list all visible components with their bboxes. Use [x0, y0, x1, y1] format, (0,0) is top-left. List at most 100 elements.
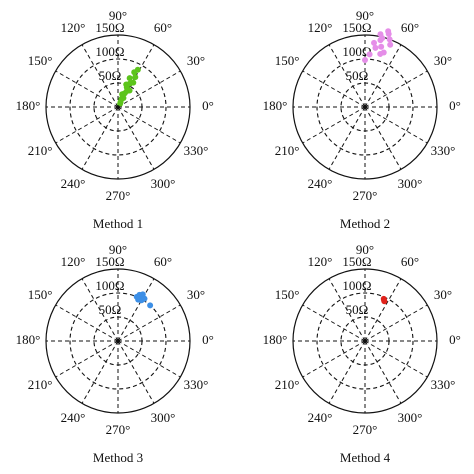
- chart-title: Method 4: [340, 450, 391, 465]
- chart-title: Method 1: [93, 216, 143, 231]
- angle-tick-label: 240°: [308, 410, 333, 425]
- radius-tick-label: 50Ω: [99, 68, 122, 83]
- data-point: [380, 49, 387, 56]
- radius-tick-label: 150Ω: [342, 254, 371, 269]
- angle-tick-label: 300°: [151, 176, 176, 191]
- angle-grid-line: [117, 70, 181, 108]
- data-point: [362, 56, 368, 63]
- angle-tick-label: 30°: [434, 53, 452, 68]
- data-point: [366, 51, 373, 58]
- angle-grid-line: [302, 340, 366, 378]
- angle-tick-label: 120°: [308, 20, 333, 35]
- angle-tick-label: 180°: [263, 98, 288, 113]
- radius-grid-ring: [69, 292, 167, 390]
- angle-tick-label: 150°: [28, 287, 53, 302]
- angle-tick-label: 60°: [154, 20, 172, 35]
- angle-grid-line: [81, 340, 119, 404]
- data-point: [385, 28, 392, 35]
- data-point: [381, 298, 388, 305]
- radius-tick-label: 150Ω: [95, 20, 124, 35]
- origin: [363, 339, 367, 343]
- angle-tick-label: 120°: [61, 20, 86, 35]
- origin: [116, 105, 120, 109]
- angle-grid-line: [302, 304, 366, 342]
- angle-tick-label: 90°: [356, 8, 374, 23]
- angle-tick-label: 150°: [28, 53, 53, 68]
- data-point: [147, 302, 154, 309]
- angle-tick-label: 30°: [187, 53, 205, 68]
- angle-tick-label: 30°: [434, 287, 452, 302]
- angle-tick-label: 240°: [308, 176, 333, 191]
- angle-grid-line: [117, 106, 181, 144]
- angle-tick-label: 330°: [184, 377, 209, 392]
- angle-tick-label: 270°: [106, 188, 131, 203]
- radius-grid-ring: [316, 292, 414, 390]
- angle-tick-label: 240°: [61, 410, 86, 425]
- angle-tick-label: 330°: [431, 143, 456, 158]
- angle-tick-label: 210°: [275, 377, 300, 392]
- angle-grid-line: [117, 340, 155, 404]
- data-point: [372, 44, 379, 51]
- angle-tick-label: 0°: [449, 332, 461, 347]
- angle-grid-line: [364, 106, 402, 170]
- angle-grid-line: [81, 44, 119, 108]
- radius-tick-label: 50Ω: [346, 68, 369, 83]
- radius-tick-label: 100Ω: [95, 44, 124, 59]
- chart-title: Method 2: [340, 216, 390, 231]
- angle-grid-line: [364, 340, 402, 404]
- angle-tick-label: 210°: [28, 377, 53, 392]
- data-point: [371, 39, 378, 46]
- data-point: [387, 41, 394, 48]
- angle-grid-line: [81, 278, 119, 342]
- radius-grid-ring: [69, 58, 167, 156]
- angle-grid-line: [302, 70, 366, 108]
- angle-tick-label: 240°: [61, 176, 86, 191]
- angle-tick-label: 330°: [184, 143, 209, 158]
- angle-tick-label: 0°: [202, 98, 214, 113]
- angle-grid-line: [81, 106, 119, 170]
- angle-tick-label: 90°: [109, 242, 127, 257]
- angle-tick-label: 0°: [449, 98, 461, 113]
- angle-tick-label: 270°: [353, 188, 378, 203]
- angle-tick-label: 120°: [61, 254, 86, 269]
- angle-grid-line: [364, 70, 428, 108]
- radius-tick-label: 50Ω: [99, 302, 122, 317]
- radius-grid-ring: [93, 316, 143, 366]
- radius-tick-label: 150Ω: [95, 254, 124, 269]
- angle-tick-label: 300°: [151, 410, 176, 425]
- radius-grid-ring: [93, 82, 143, 132]
- radius-tick-label: 100Ω: [342, 44, 371, 59]
- angle-tick-label: 180°: [16, 332, 41, 347]
- angle-tick-label: 150°: [275, 287, 300, 302]
- angle-tick-label: 90°: [356, 242, 374, 257]
- origin: [116, 339, 120, 343]
- angle-grid-line: [302, 106, 366, 144]
- angle-grid-line: [55, 304, 119, 342]
- angle-tick-label: 300°: [398, 410, 423, 425]
- angle-grid-line: [364, 106, 428, 144]
- data-point: [135, 296, 142, 303]
- data-point: [117, 100, 124, 107]
- angle-grid-line: [364, 44, 402, 108]
- angle-grid-line: [55, 340, 119, 378]
- data-point: [131, 69, 138, 76]
- angle-grid-line: [364, 278, 402, 342]
- data-point: [379, 35, 386, 42]
- angle-grid-line: [117, 304, 181, 342]
- radius-tick-label: 50Ω: [346, 302, 369, 317]
- data-point: [141, 295, 148, 302]
- angle-grid-line: [328, 278, 366, 342]
- origin: [363, 105, 367, 109]
- angle-grid-line: [364, 340, 428, 378]
- radius-tick-label: 100Ω: [342, 278, 371, 293]
- radius-grid-ring: [340, 316, 390, 366]
- radius-grid-ring: [340, 82, 390, 132]
- data-point: [378, 43, 385, 50]
- angle-tick-label: 150°: [275, 53, 300, 68]
- angle-tick-label: 60°: [401, 254, 419, 269]
- angle-grid-line: [55, 70, 119, 108]
- angle-tick-label: 270°: [106, 422, 131, 437]
- angle-grid-line: [55, 106, 119, 144]
- data-point: [132, 74, 139, 81]
